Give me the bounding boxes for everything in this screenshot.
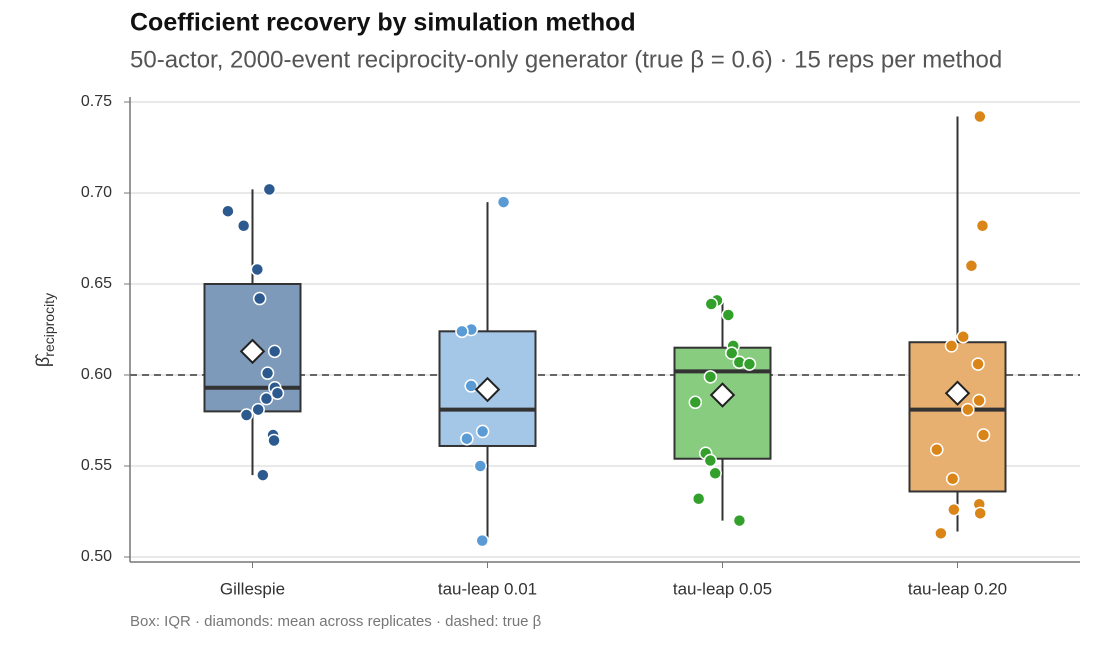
point bbox=[971, 357, 985, 371]
point bbox=[251, 402, 265, 417]
point bbox=[259, 391, 274, 406]
point bbox=[270, 386, 285, 400]
mean-diamond bbox=[944, 380, 971, 406]
x-tick-label: tau-leap 0.01 bbox=[438, 579, 537, 598]
chart-title: Coefficient recovery by simulation metho… bbox=[130, 9, 636, 37]
point bbox=[473, 459, 488, 473]
point bbox=[475, 533, 489, 548]
point bbox=[260, 366, 275, 380]
point bbox=[934, 526, 948, 541]
y-axis-label: β̂reciprocity bbox=[33, 293, 57, 367]
mean-diamond bbox=[474, 376, 501, 403]
point bbox=[724, 346, 739, 360]
point bbox=[250, 262, 265, 277]
point bbox=[975, 219, 990, 233]
point bbox=[972, 393, 986, 408]
box bbox=[908, 341, 1007, 493]
point bbox=[704, 297, 719, 311]
mean-diamond bbox=[239, 338, 266, 365]
point bbox=[464, 379, 478, 393]
y-axis-subscript: reciprocity bbox=[41, 293, 57, 357]
point bbox=[267, 433, 281, 448]
point bbox=[973, 506, 987, 521]
y-tick-label: 0.70 bbox=[81, 184, 112, 201]
y-axis-symbol: β̂ bbox=[33, 354, 53, 367]
point bbox=[964, 259, 979, 273]
y-tick-label: 0.55 bbox=[81, 457, 112, 474]
point bbox=[262, 182, 277, 197]
point bbox=[956, 330, 970, 344]
point bbox=[742, 357, 757, 371]
point bbox=[455, 324, 469, 339]
point bbox=[976, 428, 991, 442]
point bbox=[256, 468, 270, 482]
point bbox=[267, 344, 282, 359]
point bbox=[703, 370, 718, 384]
x-tick-label: tau-leap 0.20 bbox=[908, 579, 1007, 598]
point bbox=[475, 424, 490, 439]
point bbox=[252, 291, 267, 306]
point bbox=[732, 513, 747, 528]
point bbox=[945, 471, 960, 486]
point bbox=[973, 109, 987, 124]
point bbox=[944, 339, 959, 353]
point bbox=[221, 204, 235, 218]
point bbox=[691, 492, 706, 506]
chart-subtitle: 50-actor, 2000-event reciprocity-only ge… bbox=[130, 46, 1002, 73]
y-tick-label: 0.65 bbox=[81, 275, 112, 292]
point bbox=[721, 308, 736, 322]
y-tick-label: 0.60 bbox=[81, 366, 112, 383]
caption: Box: IQR · diamonds: mean across replica… bbox=[130, 613, 542, 630]
x-tick-label: tau-leap 0.05 bbox=[673, 579, 772, 598]
point bbox=[496, 195, 511, 209]
x-tick-label: Gillespie bbox=[220, 579, 285, 598]
point bbox=[239, 408, 254, 422]
point bbox=[688, 395, 703, 410]
point bbox=[947, 502, 961, 517]
mean-diamond bbox=[709, 382, 736, 408]
point bbox=[930, 442, 944, 457]
y-tick-label: 0.50 bbox=[81, 548, 112, 565]
point bbox=[236, 219, 251, 233]
point bbox=[460, 431, 474, 446]
y-tick-label: 0.75 bbox=[81, 93, 112, 110]
point bbox=[708, 466, 722, 481]
point bbox=[961, 402, 975, 417]
point bbox=[703, 453, 718, 468]
